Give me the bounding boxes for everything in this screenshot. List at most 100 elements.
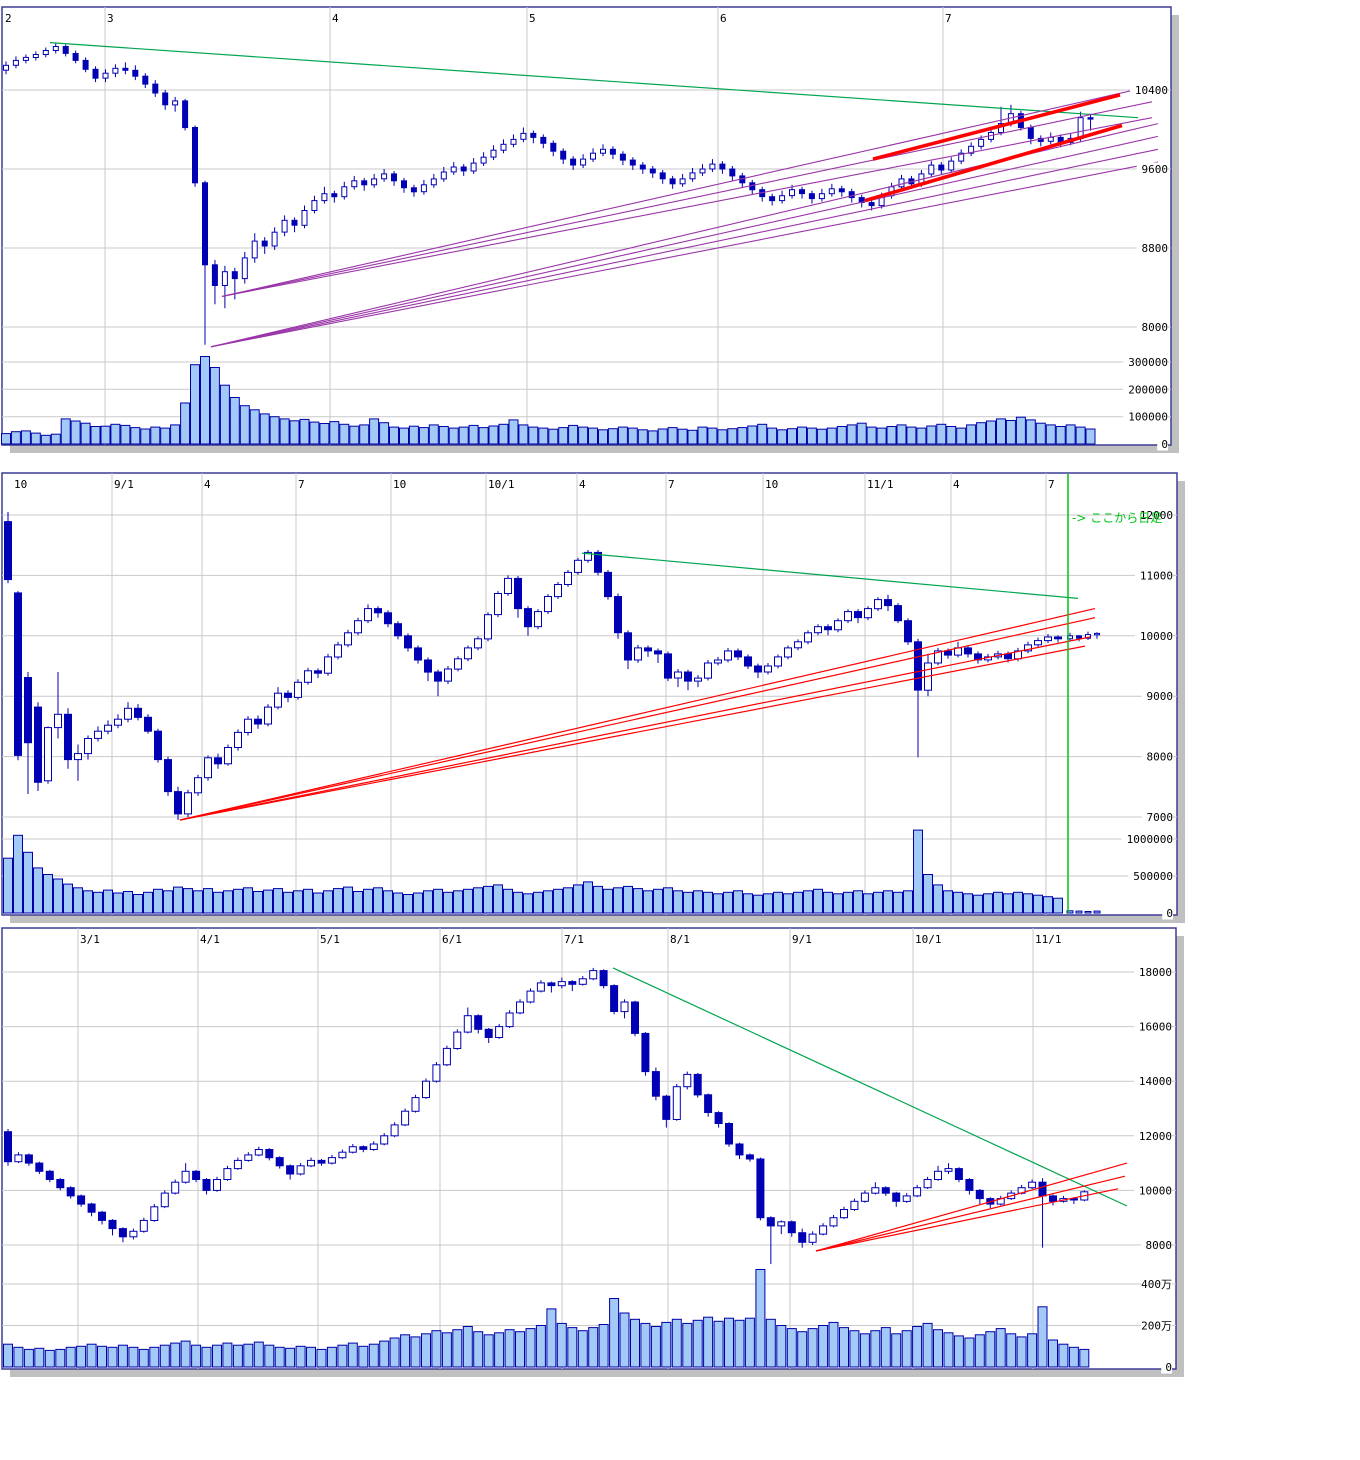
- volume-bar: [349, 425, 360, 445]
- x-axis-label: 5/1: [320, 933, 340, 946]
- volume-bar: [667, 427, 678, 445]
- volume-bar: [533, 891, 543, 914]
- volume-bar: [556, 1322, 567, 1368]
- volume-bar: [724, 1317, 734, 1368]
- candle-body-up: [871, 1187, 880, 1194]
- chart-top-panel: 2 3 4 5 6 7 10400 9600 8800 8000 300000 200000 10000…: [1, 6, 1179, 453]
- axis-label-backing: [1135, 568, 1173, 582]
- candle-body-up: [500, 143, 507, 151]
- volume-bar: [219, 384, 230, 445]
- candle-body-up: [463, 1015, 472, 1033]
- candle-body-up: [829, 1217, 838, 1227]
- volume-bar: [993, 891, 1003, 914]
- axis-label-backing: [1140, 1238, 1172, 1252]
- volume-bar: [423, 890, 433, 914]
- candle-body-down: [164, 759, 172, 793]
- volume-bar: [813, 888, 823, 914]
- volume-bar: [839, 1327, 849, 1368]
- chart-bottom-trendlines: [612, 967, 1128, 1252]
- candle-body-up: [724, 650, 732, 661]
- volume-bar: [765, 1318, 776, 1368]
- candle-body-up: [484, 614, 492, 640]
- candle-body-down: [24, 677, 32, 744]
- volume-bar: [1033, 894, 1043, 914]
- candle-body-down: [1038, 1181, 1047, 1197]
- y-axis-label: 12000: [1140, 509, 1173, 522]
- candle-body-down: [868, 202, 875, 207]
- candle-body-down: [154, 730, 162, 761]
- volume-bar: [463, 888, 473, 914]
- volume-bar: [535, 1325, 546, 1368]
- volume-bar: [347, 1342, 358, 1368]
- volume-bar: [73, 887, 83, 914]
- candle-body-up: [381, 173, 388, 180]
- volume-bar: [568, 424, 579, 445]
- volume-bar: [103, 889, 113, 914]
- axis-label-backing: [1135, 508, 1173, 522]
- x-axis-label: 7: [945, 12, 952, 25]
- volume-bar: [233, 888, 243, 914]
- volume-bar: [431, 1330, 442, 1368]
- candle-body-up: [351, 180, 358, 188]
- candle-body-up: [150, 1206, 159, 1222]
- volume-bar: [133, 894, 143, 914]
- volume-bar: [443, 891, 453, 914]
- candle-body-down: [631, 1001, 639, 1034]
- candle-body-up: [480, 156, 487, 164]
- axis-label-backing: [1161, 1360, 1172, 1374]
- candle-body-down: [766, 1217, 775, 1227]
- candle-body-down: [474, 1015, 483, 1030]
- y-axis-label: 400万: [1141, 1278, 1172, 1291]
- candle-body-down: [134, 707, 142, 718]
- candle-body-up: [536, 982, 545, 992]
- candle-body-down: [629, 159, 636, 166]
- volume-bar: [755, 1269, 766, 1368]
- candle-body-up: [411, 1097, 420, 1112]
- volume-bar: [494, 1332, 505, 1368]
- candle-body-down: [331, 193, 338, 198]
- volume-bar: [996, 418, 1006, 445]
- y-axis-label: 1000000: [1127, 833, 1173, 846]
- volume-bar: [170, 1342, 181, 1368]
- volume-bar: [117, 1344, 128, 1368]
- candle-body-up: [1085, 634, 1091, 639]
- candle-body-down: [286, 1165, 295, 1175]
- candle-body-down: [87, 1203, 96, 1213]
- volume-bar: [264, 1344, 275, 1368]
- chart-middle-trendlines: [179, 474, 1096, 913]
- volume-bar: [603, 888, 613, 914]
- volume-bar: [663, 887, 673, 914]
- candle-body-down: [35, 1162, 44, 1172]
- x-axis-label: 11/1: [867, 478, 894, 491]
- candle-body-up: [204, 757, 212, 779]
- candle-body-up: [679, 178, 686, 185]
- candle-body-up: [574, 559, 582, 573]
- candle-body-down: [954, 1168, 963, 1180]
- volume-bar: [453, 890, 463, 914]
- volume-bar: [849, 1330, 860, 1368]
- candle-body-down: [1087, 117, 1094, 120]
- axis-label-backing: [1135, 629, 1173, 643]
- volume-bar: [222, 1342, 233, 1368]
- candle-body-up: [369, 1143, 378, 1150]
- candle-body-down: [152, 83, 159, 94]
- volume-bar: [933, 884, 943, 914]
- volume-bar: [408, 425, 419, 445]
- axis-label-backing: [1141, 750, 1173, 764]
- x-axis-label: 6/1: [442, 933, 462, 946]
- candle-body-down: [619, 153, 626, 161]
- candle-body-down: [434, 671, 442, 682]
- volume-bar: [747, 425, 758, 445]
- candle-body-up: [874, 599, 882, 610]
- candle-body-down: [965, 1179, 974, 1191]
- candle-body-up: [944, 1168, 953, 1172]
- candle-body-down: [174, 791, 182, 815]
- axis-label-backing: [1141, 689, 1173, 703]
- candle-body-up: [526, 990, 535, 1003]
- candle-body-up: [181, 1170, 190, 1183]
- y-axis-label: 0: [1166, 907, 1173, 920]
- candle-body-down: [744, 656, 752, 667]
- candle-body-up: [913, 1187, 922, 1197]
- volume-bar: [1027, 1333, 1038, 1368]
- volume-bar: [976, 422, 987, 445]
